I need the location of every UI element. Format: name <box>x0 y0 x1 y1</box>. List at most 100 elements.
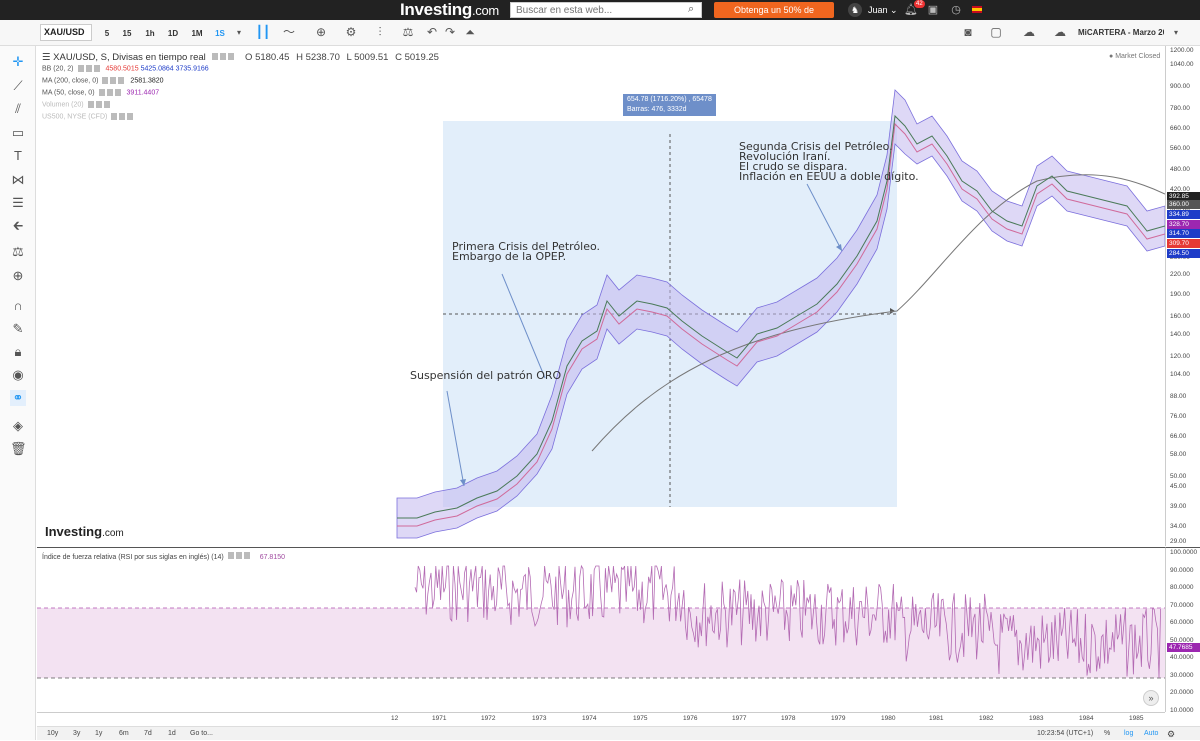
symbol-icon: ☰ <box>42 52 51 63</box>
trash-icon[interactable]: 🗑︎ <box>10 441 27 456</box>
price-chart[interactable]: ☰ XAU/USD, S, Divisas en tiempo real O 5… <box>37 46 1165 546</box>
bb-buttons[interactable] <box>77 65 102 72</box>
timeframe-1m[interactable]: 1M <box>191 29 203 38</box>
arrow-left-icon[interactable]: 🡰 <box>12 218 24 233</box>
trend-line-icon[interactable]: ⟋ <box>13 78 23 93</box>
eye-icon[interactable]: ◉ <box>12 367 24 382</box>
layers-icon[interactable]: ◈ <box>13 418 23 433</box>
rsi-buttons[interactable] <box>227 552 252 559</box>
range-7d[interactable]: 7d <box>144 730 152 737</box>
alert-icon[interactable]: ⏶ <box>465 25 475 39</box>
range-3y[interactable]: 3y <box>73 730 81 737</box>
goto-button[interactable]: Go to... <box>190 730 213 737</box>
price-tick: 66.00 <box>1170 433 1187 440</box>
spain-flag-icon[interactable] <box>972 6 982 13</box>
title-buttons[interactable] <box>212 53 235 60</box>
crosshair-icon[interactable]: ✛ <box>12 54 24 69</box>
layout-icon[interactable]: ▢ <box>990 25 1002 39</box>
portfolio-dropdown-icon[interactable]: ▾ <box>1173 28 1178 37</box>
price-tick: 50.00 <box>1170 473 1187 480</box>
briefcase-icon[interactable]: ▣ <box>927 4 939 16</box>
pattern-icon[interactable]: ⋈ <box>11 172 25 187</box>
symbol-input[interactable]: XAU/USD <box>40 24 92 41</box>
ma200-buttons[interactable] <box>102 77 127 84</box>
price-tick: 140.00 <box>1170 331 1190 338</box>
user-menu[interactable]: Juan ⌄ <box>868 5 898 15</box>
note-first-oil-crisis[interactable]: Primera Crisis del Petróleo. Embargo de … <box>452 241 600 262</box>
zoom-icon[interactable]: ⊕ <box>12 268 24 283</box>
pencil-lock-icon[interactable]: ✎ <box>12 321 24 336</box>
timeframe-1h[interactable]: 1h <box>145 29 155 38</box>
text-icon[interactable]: T <box>14 148 22 163</box>
notification-badge: 42 <box>914 0 925 8</box>
volume-buttons[interactable] <box>87 101 112 108</box>
lock-icon[interactable]: 🔒︎ <box>14 344 22 359</box>
rsi-tick: 100.0000 <box>1170 549 1198 556</box>
settings-icon[interactable]: ⚙ <box>1167 729 1176 739</box>
bb-lower-value: 3735.9166 <box>175 65 209 73</box>
legend-volume[interactable]: Volumen (20) <box>42 101 116 108</box>
note-gold-standard[interactable]: Suspensión del patrón ORO <box>410 369 562 382</box>
rsi-canvas[interactable] <box>37 548 1165 713</box>
redo-icon[interactable]: ↷ <box>444 25 456 39</box>
rectangle-icon[interactable]: ▭ <box>11 125 25 140</box>
site-header: Investing.com ⌕ Obtenga un 50% de descue… <box>0 0 1200 31</box>
gear-icon[interactable]: ⚙ <box>345 25 357 39</box>
legend-bb[interactable]: BB (20, 2) 4580.5015 5425.0864 3735.9166 <box>42 65 209 72</box>
price-label: 360.00 <box>1167 200 1200 209</box>
search-input[interactable] <box>510 2 702 18</box>
magnet-icon[interactable]: ∩ <box>13 298 23 313</box>
timeframe-1s[interactable]: 1S <box>215 29 225 38</box>
fib-icon[interactable]: ☰ <box>12 195 24 210</box>
search-icon[interactable]: ⌕ <box>688 3 695 15</box>
price-tick: 480.00 <box>1170 166 1190 173</box>
camera-icon[interactable]: ◙ <box>964 25 972 39</box>
time-axis[interactable]: 12 1971 1972 1973 1974 1975 1976 1977 1978 1979 19… <box>37 712 1165 726</box>
timeframe-dropdown-icon[interactable]: ▾ <box>236 28 241 37</box>
percent-toggle[interactable]: % <box>1104 730 1111 737</box>
templates-icon[interactable]: ⚖ <box>402 25 414 39</box>
scroll-to-end-icon[interactable]: » <box>1143 690 1159 706</box>
log-toggle[interactable]: log <box>1124 730 1134 737</box>
legend-ma50[interactable]: MA (50, close, 0) 3911.4407 <box>42 89 159 96</box>
legend-us500[interactable]: US500, NYSE (CFD) <box>42 113 139 120</box>
avatar[interactable]: ♞ <box>848 3 862 17</box>
time-tick: 1982 <box>979 715 994 722</box>
cloud-save-icon[interactable]: ☁ <box>1054 25 1066 39</box>
rsi-axis[interactable]: 100.0000 90.0000 80.0000 70.0000 60.0000 50.0… <box>1165 547 1200 714</box>
portfolio-select[interactable]: MiCARTERA - Marzo 20... <box>1078 28 1164 37</box>
price-axis[interactable]: 1200.00 1040.00 900.00 780.00 660.00 560.00 48… <box>1165 46 1200 546</box>
auto-toggle[interactable]: Auto <box>1144 730 1159 737</box>
compare-icon[interactable]: ⊕ <box>315 25 327 39</box>
investing-logo[interactable]: Investing.com <box>400 0 499 21</box>
volume-label: Volumen (20) <box>42 101 84 109</box>
cloud-load-icon[interactable]: ☁ <box>1023 25 1035 39</box>
price-tick: 104.00 <box>1170 371 1190 378</box>
range-1y[interactable]: 1y <box>95 730 103 737</box>
measure-icon[interactable]: ⚖ <box>12 244 24 259</box>
pitchfork-icon[interactable]: ⫽ <box>15 101 21 116</box>
timeframe-1d[interactable]: 1D <box>167 29 179 38</box>
range-10y[interactable]: 10y <box>47 730 59 737</box>
indicators-icon[interactable]: ⫶ <box>378 25 382 39</box>
undo-icon[interactable]: ↶ <box>426 25 438 39</box>
promo-button[interactable]: Obtenga un 50% de descuento <box>714 2 834 31</box>
clock: 10:23:54 (UTC+1) <box>1037 730 1094 737</box>
rsi-line <box>414 564 1161 678</box>
rsi-pane[interactable]: Índice de fuerza relativa (RSI por sus s… <box>37 547 1165 712</box>
timeframe-5[interactable]: 5 <box>104 29 110 38</box>
ma50-buttons[interactable] <box>98 89 123 96</box>
range-6m[interactable]: 6m <box>119 730 129 737</box>
range-1d[interactable]: 1d <box>168 730 176 737</box>
price-chart-canvas[interactable] <box>37 46 1165 546</box>
market-status-text: Market Closed <box>1115 53 1161 60</box>
line-chart-icon[interactable]: 〜 <box>282 25 295 39</box>
timeframe-15[interactable]: 15 <box>122 29 132 38</box>
link-icon[interactable]: ⚭ <box>10 390 26 406</box>
candles-icon[interactable]: ┃┃ <box>255 25 271 39</box>
note-second-oil-crisis[interactable]: Segunda Crisis del Petróleo. Revolución … <box>739 141 919 182</box>
price-tick: 1200.00 <box>1170 47 1194 54</box>
clock-icon[interactable]: ◷ <box>951 4 961 16</box>
us500-buttons[interactable] <box>111 113 136 120</box>
legend-ma200[interactable]: MA (200, close, 0) 2581.3820 <box>42 77 164 84</box>
